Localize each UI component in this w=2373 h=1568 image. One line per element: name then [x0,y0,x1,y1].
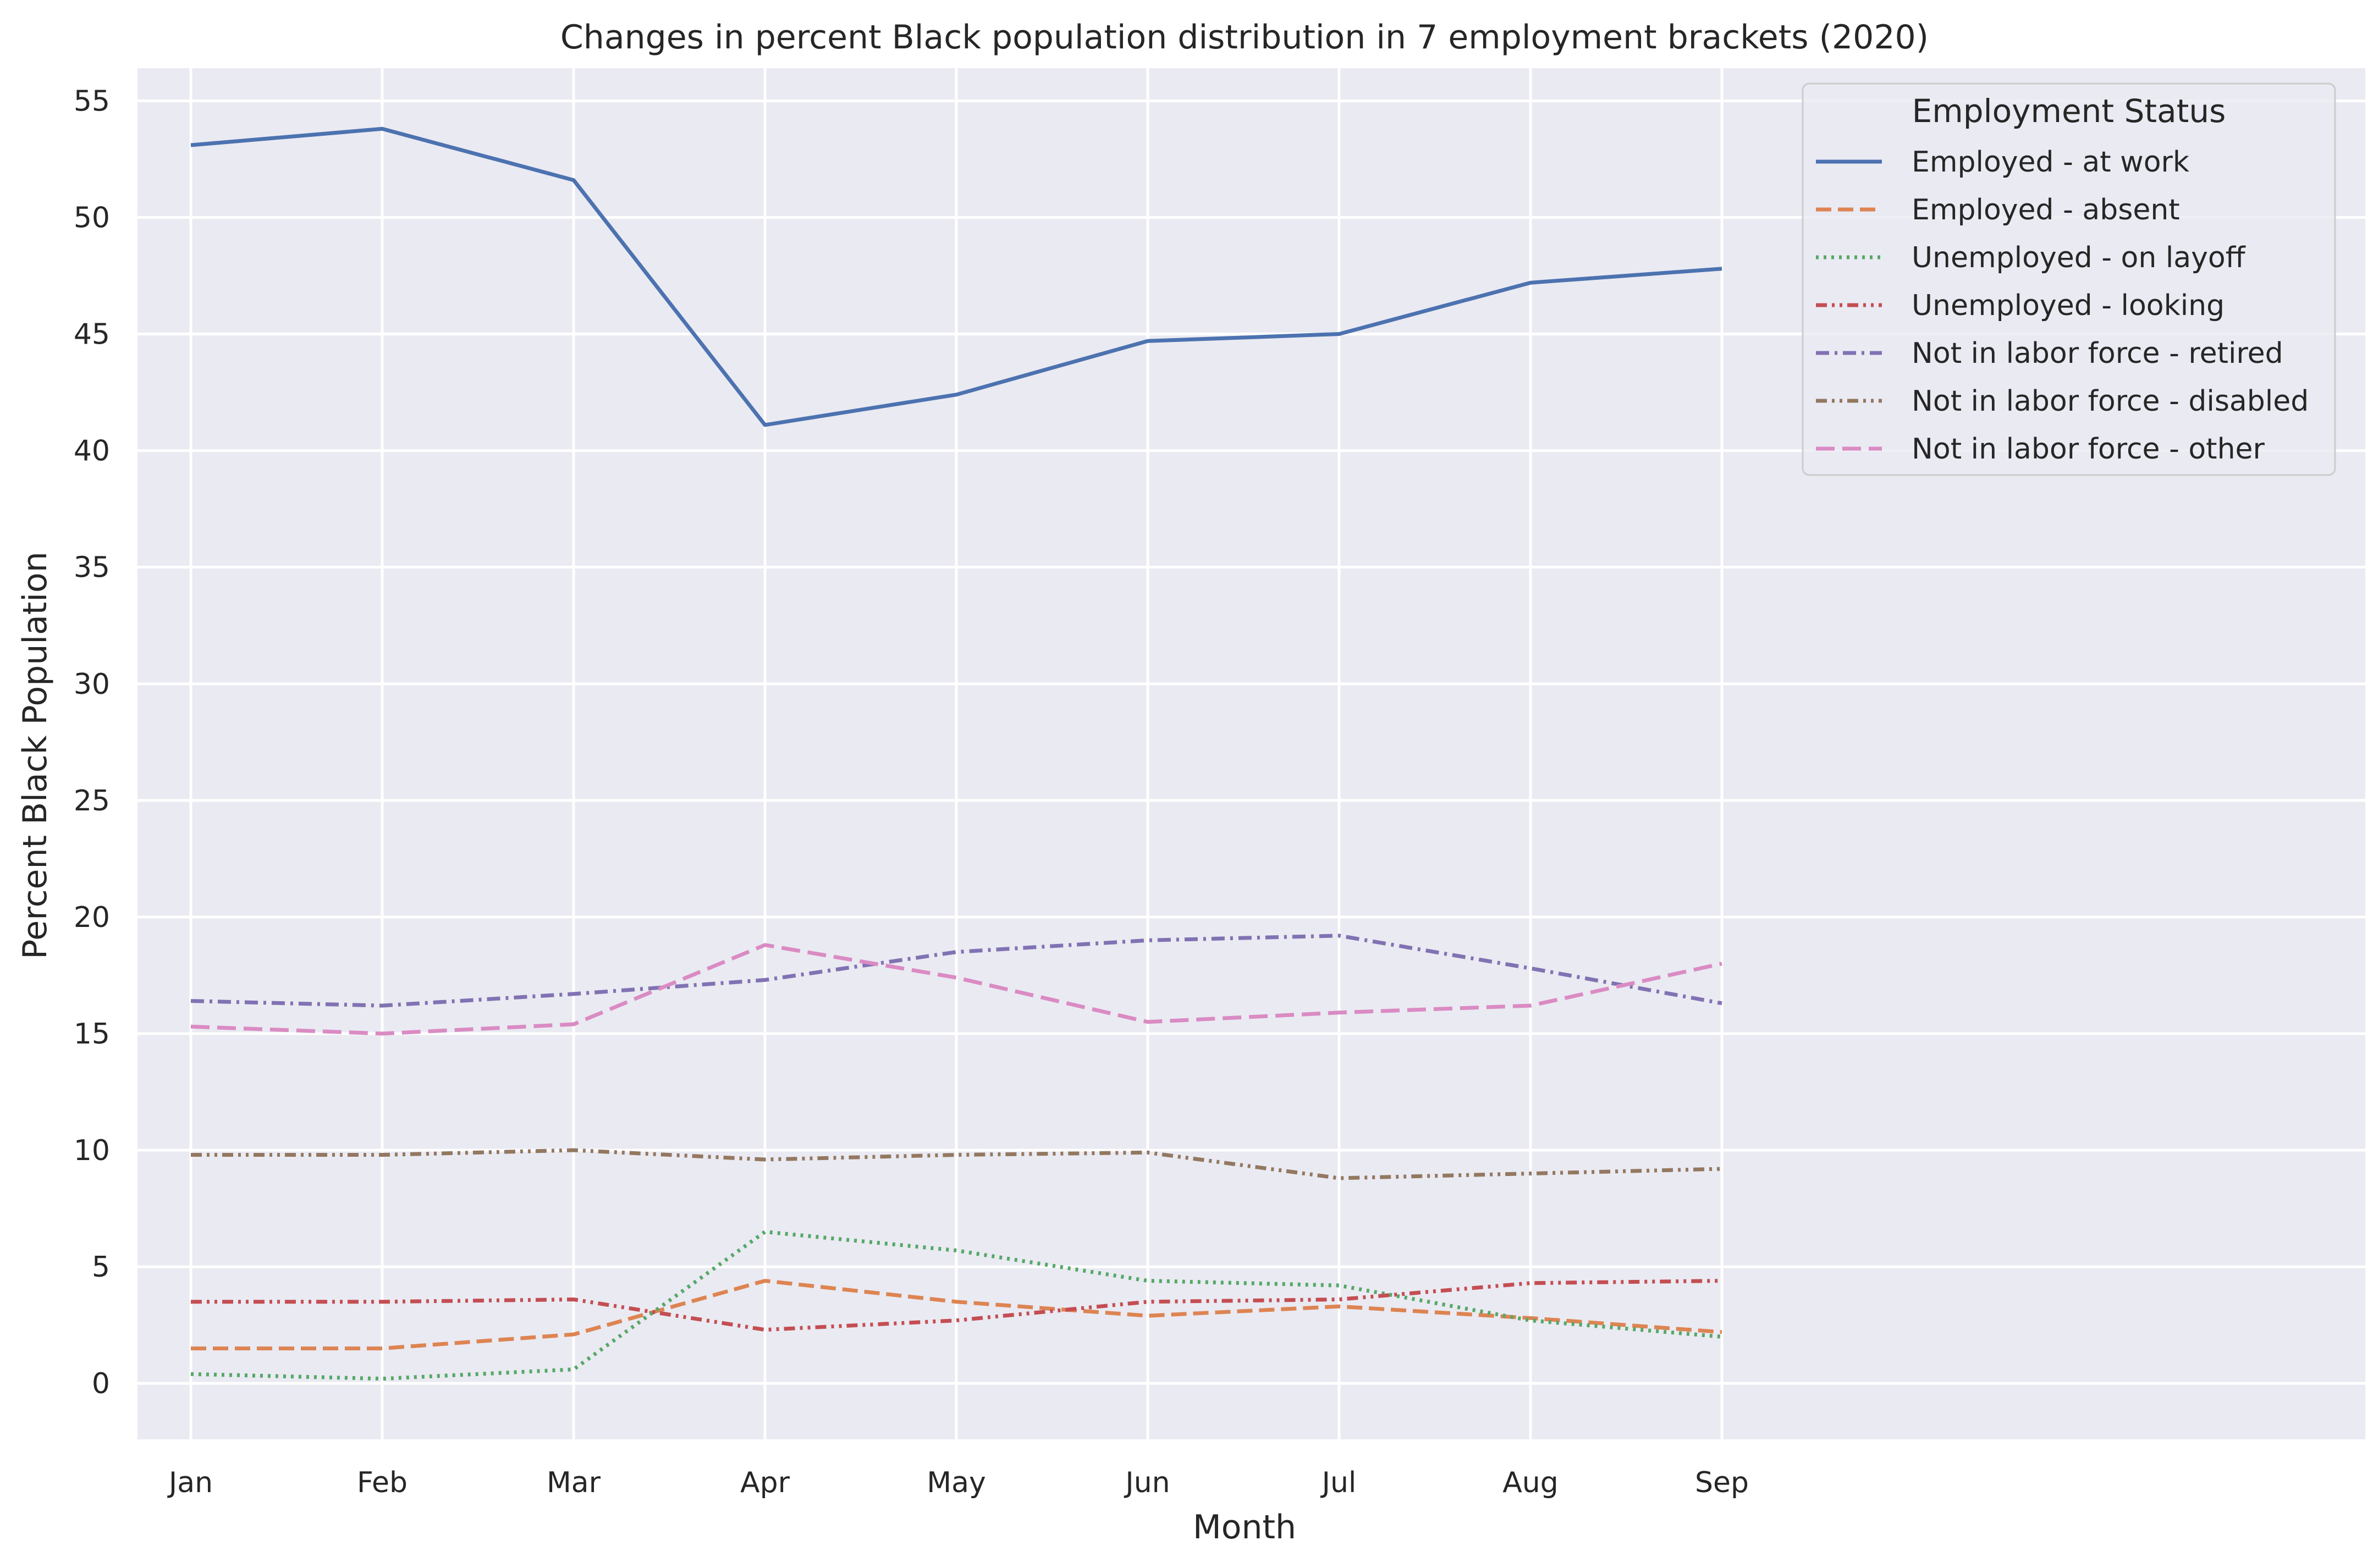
x-tick-label: Apr [740,1466,790,1499]
y-tick-label: 40 [74,435,110,468]
legend-entry-label: Employed - at work [1912,146,2189,179]
legend-entry-label: Not in labor force - other [1912,433,2265,466]
y-tick-label: 35 [74,551,110,584]
series-line-3 [191,1279,1722,1332]
x-tick-label: Jun [1124,1466,1170,1499]
x-axis-label: Month [1193,1508,1296,1547]
y-tick-label: 20 [74,901,110,934]
chart-title: Changes in percent Black population dist… [560,18,1929,57]
legend-entry-label: Employed - absent [1912,194,2180,227]
legend-entry-label: Unemployed - on layoff [1912,241,2246,274]
legend-box [1802,82,2336,476]
series-line-4 [190,934,1722,1008]
y-axis-label: Percent Black Population [16,551,54,959]
x-tick-label: May [927,1466,986,1499]
y-tick-label: 0 [92,1367,110,1400]
y-tick-label: 25 [74,785,110,818]
x-tick-label: Aug [1502,1466,1559,1499]
y-tick-label: 50 [74,201,110,234]
x-tick-label: Mar [547,1466,601,1499]
legend: Employment Status Employed - at workEmpl… [1802,82,2336,476]
legend-entry-label: Not in labor force - disabled [1912,385,2309,418]
y-tick-label: 10 [74,1134,110,1167]
series-line-5 [191,1148,1722,1180]
x-tick-label: Jan [167,1466,213,1499]
y-tick-label: 45 [74,318,110,351]
x-tick-label: Feb [357,1466,408,1499]
legend-entry-label: Unemployed - looking [1912,289,2225,322]
x-tick-label: Sep [1695,1466,1749,1499]
x-axis-ticks: Jan Feb Mar Apr May Jun Jul Aug Sep [167,1466,1749,1499]
x-tick-label: Jul [1320,1466,1357,1499]
series-line-6 [190,943,1722,1036]
legend-entries: Employed - at work Employed - absent Unemp… [1816,146,2309,466]
y-axis-ticks: 0 5 10 15 20 25 30 35 40 45 50 55 [74,85,110,1400]
legend-entry-label: Not in labor force - retired [1912,337,2283,370]
y-tick-label: 30 [74,668,110,701]
y-tick-label: 55 [74,85,110,118]
legend-title: Employment Status [1912,92,2226,130]
series-lines [190,126,1722,1381]
gridlines [137,68,2365,1439]
y-tick-label: 15 [74,1018,110,1051]
y-tick-label: 5 [92,1251,110,1284]
